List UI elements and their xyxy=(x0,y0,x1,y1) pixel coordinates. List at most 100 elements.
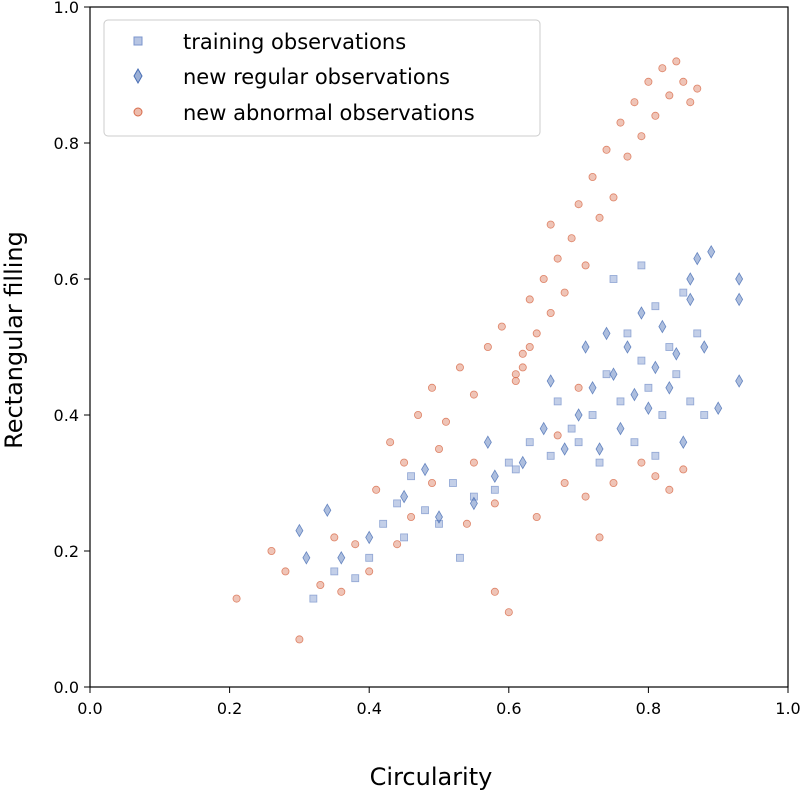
data-point-abnormal xyxy=(693,84,702,93)
data-point-training xyxy=(693,329,702,338)
data-point-regular xyxy=(700,340,709,354)
data-point-abnormal xyxy=(511,370,520,379)
x-axis-label: Circularity xyxy=(370,763,493,791)
data-point-regular xyxy=(686,292,695,307)
y-tick-label: 1.0 xyxy=(54,0,79,17)
data-point-abnormal xyxy=(434,444,443,453)
data-point-regular xyxy=(637,306,646,320)
data-point-regular xyxy=(323,503,332,517)
data-point-abnormal xyxy=(595,213,604,222)
data-point-training xyxy=(644,383,653,392)
legend-label-training: training observations xyxy=(183,30,406,54)
data-point-regular xyxy=(616,421,625,436)
data-point-regular xyxy=(693,251,702,266)
data-point-regular xyxy=(644,401,653,415)
data-point-abnormal xyxy=(490,499,499,508)
data-point-training xyxy=(651,302,660,311)
data-point-regular xyxy=(658,319,667,334)
data-point-abnormal xyxy=(686,98,695,107)
data-point-regular xyxy=(560,442,569,456)
data-point-regular xyxy=(539,421,548,436)
data-point-abnormal xyxy=(553,254,562,263)
data-point-abnormal xyxy=(525,295,534,304)
data-point-training xyxy=(449,479,457,487)
y-tick-label: 0.4 xyxy=(54,406,79,425)
data-point-abnormal xyxy=(658,64,667,73)
data-point-training xyxy=(435,519,443,528)
data-point-training xyxy=(309,594,318,603)
x-tick-label: 0.8 xyxy=(636,699,661,718)
data-point-training xyxy=(525,438,534,447)
legend-marker-regular xyxy=(133,67,143,85)
data-point-training xyxy=(665,343,674,351)
y-tick-label: 0.2 xyxy=(54,542,79,561)
data-point-training xyxy=(574,438,583,447)
data-point-regular xyxy=(609,367,618,381)
data-point-training xyxy=(630,438,639,447)
data-point-abnormal xyxy=(679,77,688,86)
data-point-abnormal xyxy=(665,485,674,494)
data-point-abnormal xyxy=(616,118,625,127)
data-point-regular xyxy=(735,292,744,307)
data-point-regular xyxy=(469,496,478,511)
data-point-regular xyxy=(518,455,527,470)
data-point-abnormal xyxy=(232,594,241,603)
data-point-abnormal xyxy=(462,519,471,528)
data-point-abnormal xyxy=(553,431,562,440)
data-point-training xyxy=(658,411,667,419)
data-point-training xyxy=(469,492,478,501)
data-point-abnormal xyxy=(560,478,569,487)
data-point-training xyxy=(679,288,688,297)
data-point-abnormal xyxy=(679,465,688,474)
data-point-training xyxy=(700,411,709,419)
x-tick-label: 0.6 xyxy=(496,699,521,718)
data-point-training xyxy=(393,499,402,508)
data-point-training xyxy=(588,411,597,419)
legend-marker-abnormal xyxy=(133,107,143,117)
data-point-abnormal xyxy=(532,329,541,338)
data-point-abnormal xyxy=(651,111,660,120)
data-point-training xyxy=(351,574,360,583)
data-point-abnormal xyxy=(400,458,409,467)
data-point-abnormal xyxy=(644,77,653,86)
data-point-training xyxy=(511,465,520,474)
data-point-regular xyxy=(365,530,374,545)
data-point-abnormal xyxy=(504,608,513,617)
data-point-training xyxy=(504,458,513,467)
data-point-abnormal xyxy=(428,478,437,487)
data-point-regular xyxy=(337,551,346,565)
y-tick-label: 0.6 xyxy=(54,270,79,289)
data-point-training xyxy=(567,424,576,433)
legend-frame xyxy=(103,19,541,137)
data-point-abnormal xyxy=(386,438,395,447)
data-point-abnormal xyxy=(316,581,325,590)
data-point-abnormal xyxy=(365,567,374,576)
data-point-regular xyxy=(490,469,499,483)
data-point-abnormal xyxy=(609,478,618,487)
data-point-abnormal xyxy=(351,540,360,549)
data-point-abnormal xyxy=(630,98,639,107)
data-point-regular xyxy=(546,374,555,388)
data-point-regular xyxy=(581,340,590,354)
data-point-abnormal xyxy=(428,383,437,392)
data-point-regular xyxy=(574,408,583,422)
data-point-abnormal xyxy=(651,472,660,481)
data-point-regular xyxy=(421,462,430,477)
data-point-abnormal xyxy=(511,376,520,385)
data-point-regular xyxy=(483,435,492,449)
data-point-abnormal xyxy=(267,547,276,556)
ticks-layer: 0.0 0.2 0.4 0.6 0.8 1.0 0.0 0.2 0.4 0.6 0.8 1.0 xyxy=(54,0,801,718)
data-point-abnormal xyxy=(609,193,618,202)
data-point-regular xyxy=(295,523,304,538)
data-point-regular xyxy=(435,510,443,524)
data-point-abnormal xyxy=(295,635,304,644)
data-point-regular xyxy=(588,381,597,395)
data-point-regular xyxy=(602,326,611,341)
data-point-training xyxy=(637,356,646,365)
legend-marker-training xyxy=(133,36,143,46)
data-point-abnormal xyxy=(560,288,569,297)
data-point-abnormal xyxy=(581,492,590,501)
data-point-abnormal xyxy=(337,587,346,596)
data-point-abnormal xyxy=(623,152,632,161)
